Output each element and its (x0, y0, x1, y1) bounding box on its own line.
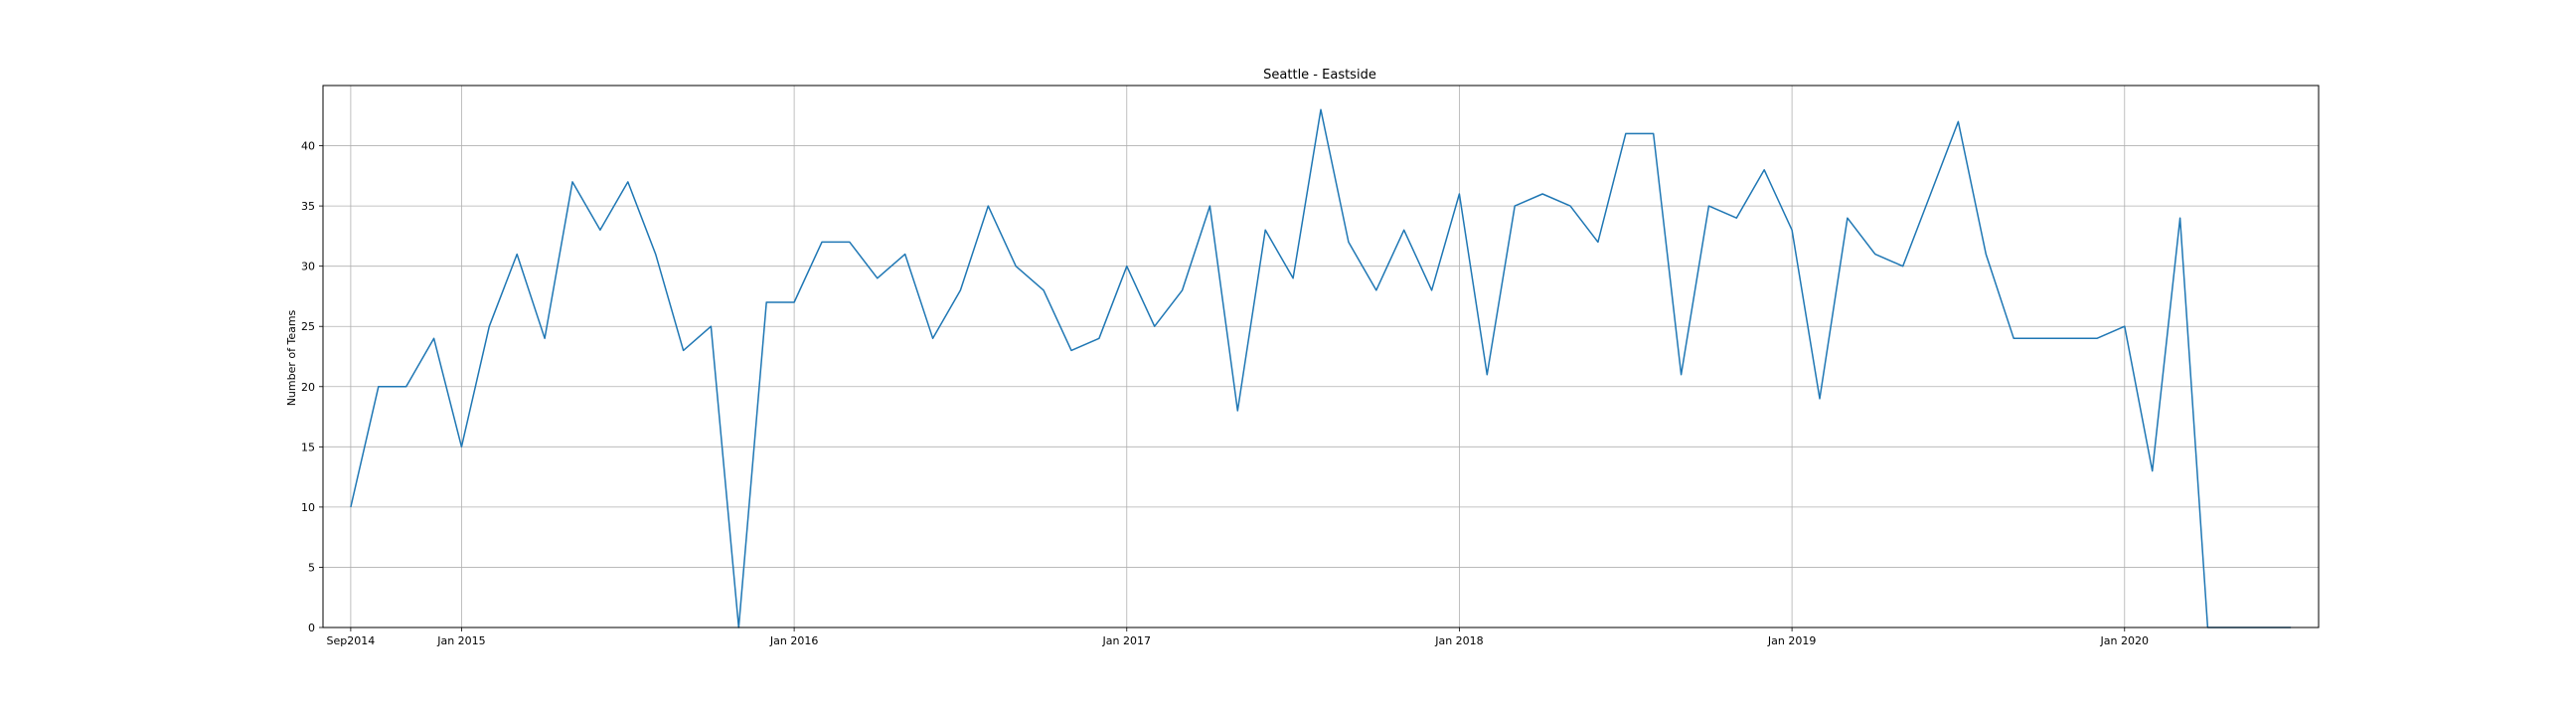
y-tick-label: 25 (301, 320, 315, 333)
y-tick-label: 40 (301, 140, 315, 153)
grid-lines (323, 86, 2319, 628)
y-tick-label: 0 (308, 622, 315, 634)
x-tick-label: Sep2014 (327, 634, 376, 647)
tick-labels: 0 5 10 15 20 25 30 35 40 Sep2014 Jan 2015 Jan 2016 J… (301, 140, 2149, 647)
y-tick-label: 15 (301, 441, 315, 453)
x-tick-label: Jan 2018 (1434, 634, 1483, 647)
x-tick-label: Jan 2020 (2100, 634, 2149, 647)
plot-frame (322, 85, 2320, 628)
x-tick-label: Jan 2017 (1102, 634, 1151, 647)
series-layer (350, 108, 2292, 628)
x-tick-label: Jan 2015 (436, 634, 485, 647)
y-tick-label: 30 (301, 261, 315, 273)
y-tick-label: 35 (301, 200, 315, 213)
y-tick-label: 5 (308, 561, 315, 574)
y-axis-label: Number of Teams (285, 309, 298, 406)
series-line-0 (350, 108, 2292, 628)
chart-title: Seattle - Eastside (1263, 68, 1376, 83)
y-tick-label: 10 (301, 501, 315, 514)
x-tick-label: Jan 2019 (1767, 634, 1816, 647)
y-tick-label: 20 (301, 381, 315, 394)
x-tick-label: Jan 2016 (769, 634, 818, 647)
axes-frame (322, 85, 2320, 628)
